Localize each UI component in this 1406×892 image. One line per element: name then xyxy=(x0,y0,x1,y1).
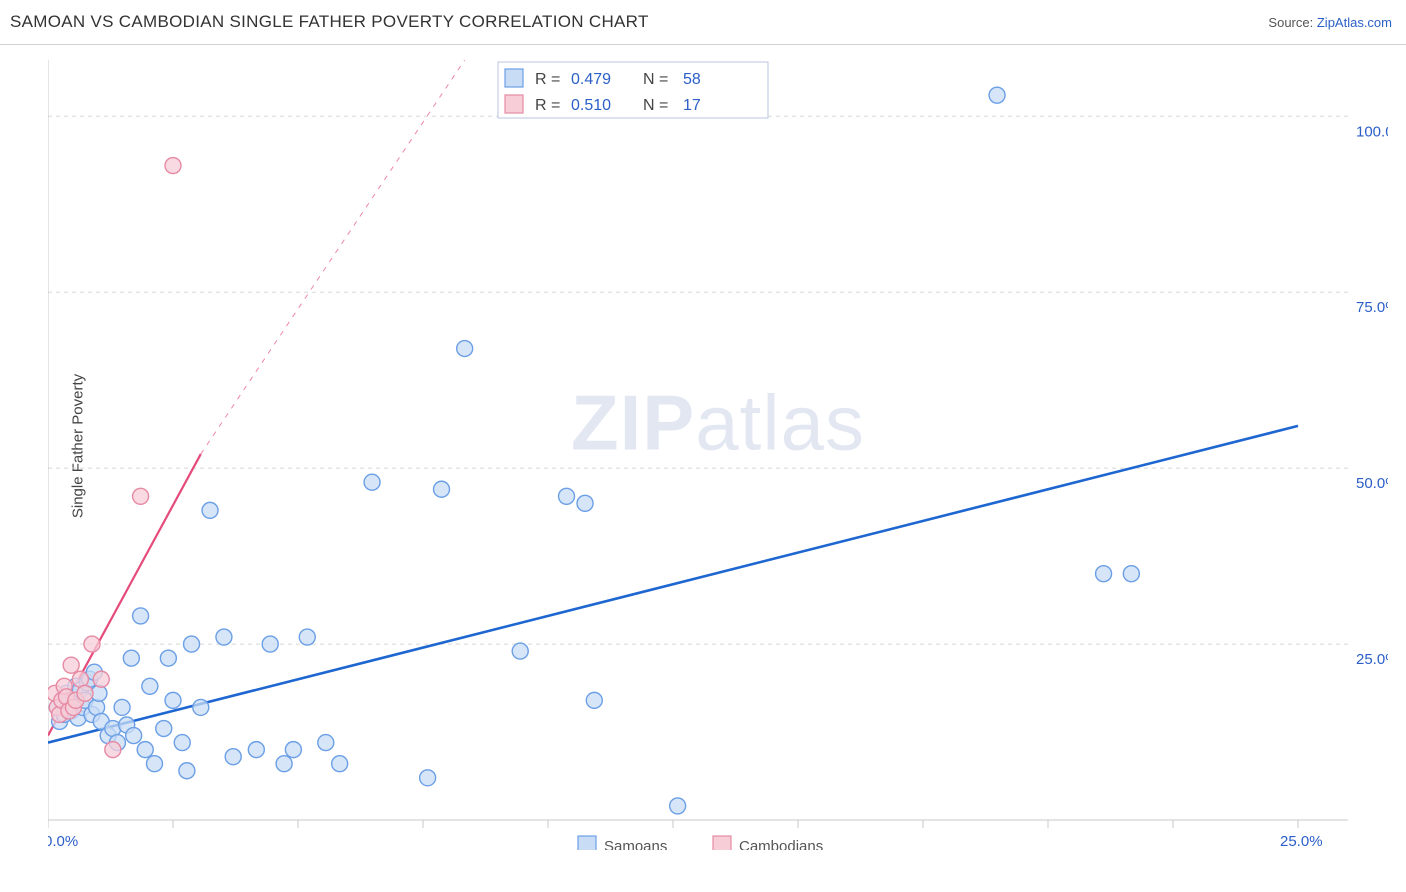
cambodians-point xyxy=(165,158,181,174)
y-tick-label: 50.0% xyxy=(1356,475,1388,492)
samoans-point xyxy=(165,692,181,708)
samoans-trend xyxy=(48,426,1298,743)
stat-legend-r-label: R = xyxy=(535,71,560,88)
stat-legend-swatch xyxy=(505,95,523,113)
x-tick-label: 0.0% xyxy=(48,833,78,850)
samoans-point xyxy=(559,488,575,504)
y-tick-label: 25.0% xyxy=(1356,651,1388,668)
samoans-point xyxy=(989,87,1005,103)
legend-swatch-samoans xyxy=(578,836,596,850)
samoans-point xyxy=(332,756,348,772)
samoans-point xyxy=(299,629,315,645)
stat-legend-r-label: R = xyxy=(535,97,560,114)
samoans-point xyxy=(577,495,593,511)
legend-label-samoans: Samoans xyxy=(604,838,667,850)
samoans-point xyxy=(133,608,149,624)
samoans-point xyxy=(364,474,380,490)
cambodians-point xyxy=(105,742,121,758)
samoans-point xyxy=(457,341,473,357)
samoans-point xyxy=(586,692,602,708)
chart-header: SAMOAN VS CAMBODIAN SINGLE FATHER POVERT… xyxy=(0,0,1406,45)
samoans-point xyxy=(156,721,172,737)
samoans-point xyxy=(434,481,450,497)
source-value: ZipAtlas.com xyxy=(1317,15,1392,30)
samoans-point xyxy=(146,756,162,772)
y-tick-label: 100.0% xyxy=(1356,123,1388,140)
stat-legend-swatch xyxy=(505,69,523,87)
x-tick-label: 25.0% xyxy=(1280,833,1323,850)
stat-legend-r-value: 0.510 xyxy=(571,97,611,114)
samoans-point xyxy=(670,798,686,814)
samoans-point xyxy=(318,735,334,751)
samoans-point xyxy=(142,678,158,694)
samoans-point xyxy=(137,742,153,758)
stat-legend-r-value: 0.479 xyxy=(571,71,611,88)
samoans-point xyxy=(285,742,301,758)
stat-legend-n-value: 58 xyxy=(683,71,701,88)
cambodians-point xyxy=(63,657,79,673)
legend-label-cambodians: Cambodians xyxy=(739,838,823,850)
samoans-point xyxy=(160,650,176,666)
samoans-point xyxy=(179,763,195,779)
samoans-point xyxy=(123,650,139,666)
samoans-point xyxy=(126,728,142,744)
samoans-point xyxy=(512,643,528,659)
samoans-point xyxy=(174,735,190,751)
stat-legend-n-label: N = xyxy=(643,71,668,88)
samoans-point xyxy=(193,699,209,715)
chart-title: SAMOAN VS CAMBODIAN SINGLE FATHER POVERT… xyxy=(10,12,649,32)
samoans-point xyxy=(248,742,264,758)
samoans-point xyxy=(216,629,232,645)
legend-swatch-cambodians xyxy=(713,836,731,850)
samoans-point xyxy=(420,770,436,786)
chart-svg: 25.0% 50.0% 75.0% 100.0% 0.0% 25.0% R = 0.479 N … xyxy=(48,60,1388,850)
cambodians-point xyxy=(84,636,100,652)
samoans-point xyxy=(276,756,292,772)
source-label: Source: xyxy=(1268,15,1313,30)
source-citation: Source: ZipAtlas.com xyxy=(1268,15,1392,30)
cambodians-point xyxy=(133,488,149,504)
scatter-plot: ZIPatlas 25.0%50.0%75.0%100.0%0.0%25.0%R… xyxy=(48,60,1388,850)
samoans-point xyxy=(184,636,200,652)
samoans-point xyxy=(1123,566,1139,582)
samoans-point xyxy=(225,749,241,765)
cambodians-trend-dashed xyxy=(201,60,465,454)
samoans-point xyxy=(1096,566,1112,582)
y-tick-label: 75.0% xyxy=(1356,299,1388,316)
cambodians-point xyxy=(77,685,93,701)
samoans-point xyxy=(114,699,130,715)
stat-legend-n-value: 17 xyxy=(683,97,701,114)
samoans-point xyxy=(202,502,218,518)
stat-legend-n-label: N = xyxy=(643,97,668,114)
cambodians-point xyxy=(93,671,109,687)
samoans-point xyxy=(262,636,278,652)
